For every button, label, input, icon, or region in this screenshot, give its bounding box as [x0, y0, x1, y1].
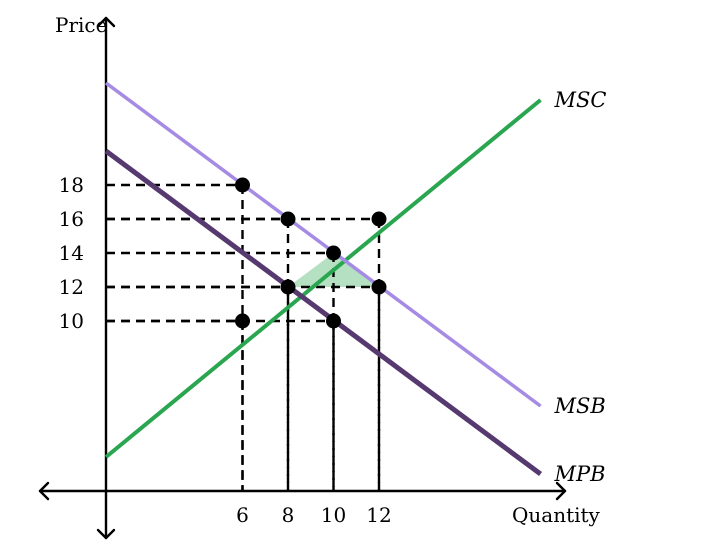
- x-tick-label: 10: [321, 503, 346, 527]
- curve-label-mpb: MPB: [554, 462, 606, 486]
- data-point: [371, 211, 387, 227]
- x-tick-label: 12: [366, 503, 391, 527]
- y-tick-label: 10: [59, 309, 84, 333]
- data-point: [235, 313, 250, 329]
- x-axis-label: Quantity: [512, 503, 601, 527]
- data-point: [280, 211, 296, 227]
- x-axis-left-arrow: [38, 481, 50, 501]
- y-axis-top-arrow: [96, 16, 116, 28]
- axes: [38, 16, 567, 540]
- y-axis-bottom-arrow: [96, 528, 116, 540]
- x-tick-label: 6: [236, 503, 249, 527]
- y-tick-label: 16: [59, 207, 84, 231]
- y-tick-label: 14: [59, 241, 84, 265]
- data-point: [371, 279, 387, 295]
- curve-label-msc: MSC: [554, 88, 607, 112]
- curve-label-msb: MSB: [554, 394, 606, 418]
- data-point: [280, 279, 296, 295]
- data-point: [235, 177, 250, 193]
- y-tick-label: 18: [59, 173, 84, 197]
- curve-mpb: [104, 148, 543, 477]
- data-point: [326, 245, 341, 261]
- y-axis-label: Price: [55, 13, 107, 37]
- data-point: [326, 313, 341, 329]
- x-axis-right-arrow: [555, 481, 567, 501]
- curve-msc: [104, 98, 542, 459]
- curve-msb: [104, 81, 542, 408]
- x-tick-label: 8: [282, 503, 295, 527]
- y-tick-label: 12: [59, 275, 84, 299]
